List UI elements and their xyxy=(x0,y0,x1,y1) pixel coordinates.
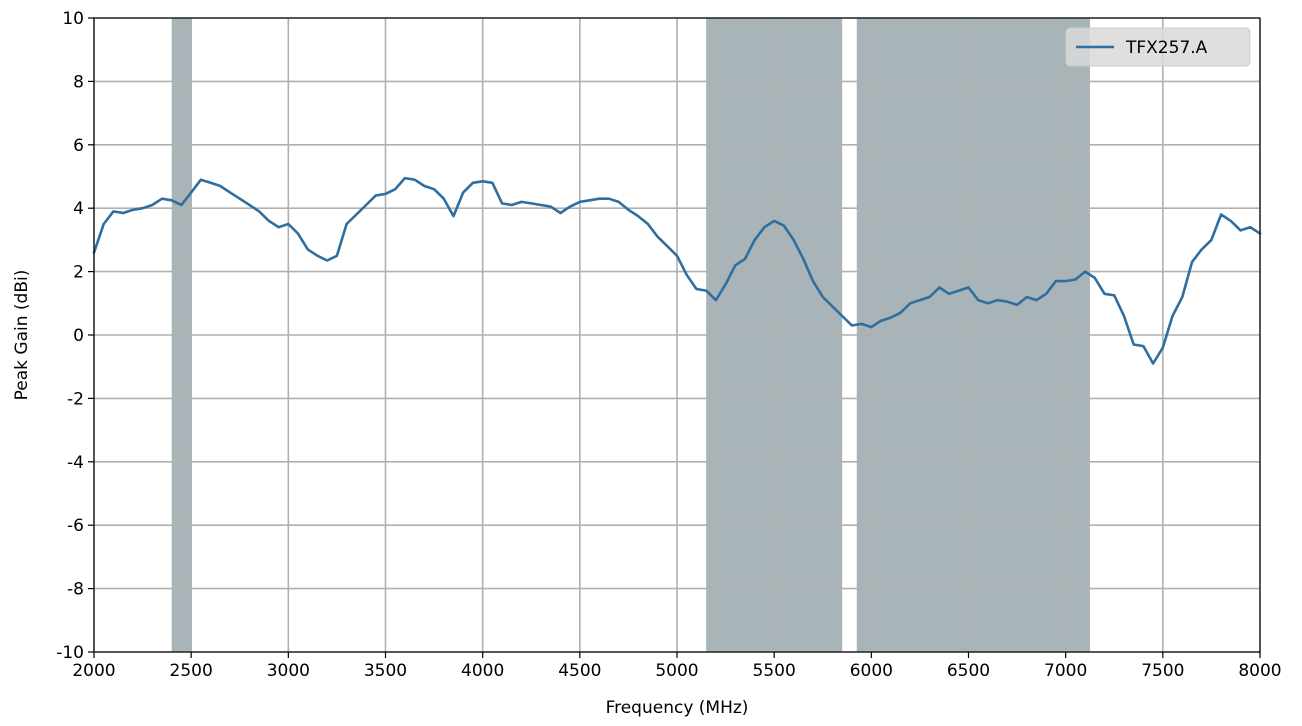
x-tick-label: 2500 xyxy=(170,661,213,681)
x-tick-label: 6500 xyxy=(947,661,990,681)
x-tick-label: 4500 xyxy=(558,661,601,681)
y-axis-title: Peak Gain (dBi) xyxy=(12,270,32,401)
x-tick-label: 8000 xyxy=(1238,661,1281,681)
y-tick-label: -8 xyxy=(67,580,84,600)
x-tick-label: 5500 xyxy=(753,661,796,681)
series-lines xyxy=(92,176,1262,365)
y-tick-label: 2 xyxy=(73,263,84,283)
x-tick-label: 6000 xyxy=(850,661,893,681)
x-tick-label: 3000 xyxy=(267,661,310,681)
y-tick-label: 4 xyxy=(73,199,84,219)
y-tick-label: 10 xyxy=(62,9,84,29)
legend: TFX257.A xyxy=(1065,27,1251,67)
y-tick-label: 8 xyxy=(73,72,84,92)
series-line-0 xyxy=(92,176,1262,365)
x-tick-label: 7000 xyxy=(1044,661,1087,681)
x-tick-label: 2000 xyxy=(72,661,115,681)
x-tick-label: 5000 xyxy=(655,661,698,681)
x-tick-label: 3500 xyxy=(364,661,407,681)
y-tick-label: 0 xyxy=(73,326,84,346)
legend-label: TFX257.A xyxy=(1125,38,1208,58)
x-tick-label: 7500 xyxy=(1141,661,1184,681)
x-axis-title: Frequency (MHz) xyxy=(606,698,749,718)
y-tick-label: -2 xyxy=(67,389,84,409)
y-tick-label: -4 xyxy=(67,453,84,473)
legend-box xyxy=(1065,27,1251,67)
x-axis-ticks: 2000 2500 3000 3500 4000 4500 5000 5500 6000 6500… xyxy=(72,652,1282,681)
y-tick-label: 6 xyxy=(73,136,84,156)
y-axis-ticks: -10 -8 -6 -4 -2 0 2 4 6 8 10 xyxy=(56,9,94,663)
y-tick-label: -10 xyxy=(56,643,84,663)
x-tick-label: 4000 xyxy=(461,661,504,681)
y-tick-label: -6 xyxy=(67,516,84,536)
